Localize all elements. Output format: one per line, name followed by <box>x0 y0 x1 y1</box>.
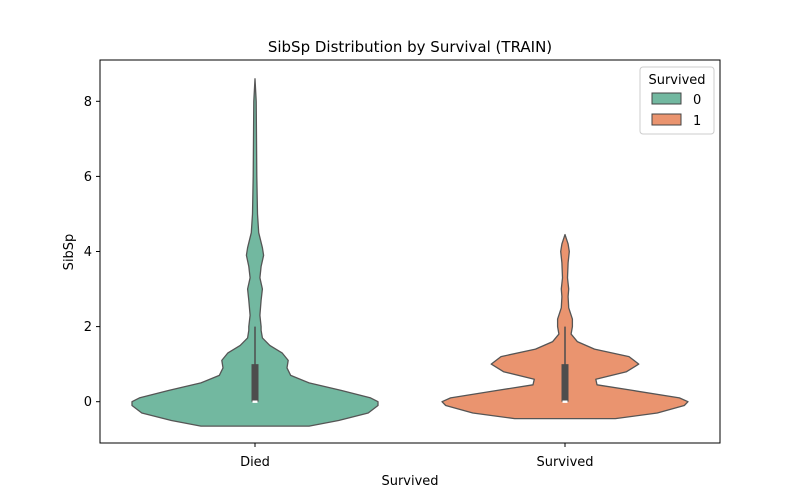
violin-median-1 <box>562 400 568 403</box>
y-tick-label: 6 <box>84 170 92 185</box>
y-axis-label: SibSp <box>62 234 77 271</box>
legend-label-1: 1 <box>693 114 701 129</box>
legend-label-0: 0 <box>693 93 701 108</box>
legend-swatch-1 <box>651 113 682 126</box>
chart-title: SibSp Distribution by Survival (TRAIN) <box>268 38 552 56</box>
violin-body-0 <box>131 78 379 427</box>
x-axis-label: Survived <box>381 474 438 489</box>
legend: Survived 0 1 <box>639 66 715 135</box>
y-tick-label: 8 <box>84 95 92 110</box>
violin-iqr-box-0 <box>251 364 259 402</box>
x-tick-label: Survived <box>536 455 593 470</box>
y-tick-label: 2 <box>84 320 92 335</box>
violin-iqr-box-1 <box>561 364 569 402</box>
y-tick-label: 4 <box>84 245 92 260</box>
axis-ticks-layer: 0 2 4 6 8 Died Survived <box>84 95 594 470</box>
x-tick-label: Died <box>240 455 270 470</box>
violins-layer <box>131 78 689 427</box>
legend-title: Survived <box>648 73 705 88</box>
y-tick-label: 0 <box>84 395 92 410</box>
legend-swatch-0 <box>651 92 682 105</box>
violin-median-0 <box>252 400 258 403</box>
